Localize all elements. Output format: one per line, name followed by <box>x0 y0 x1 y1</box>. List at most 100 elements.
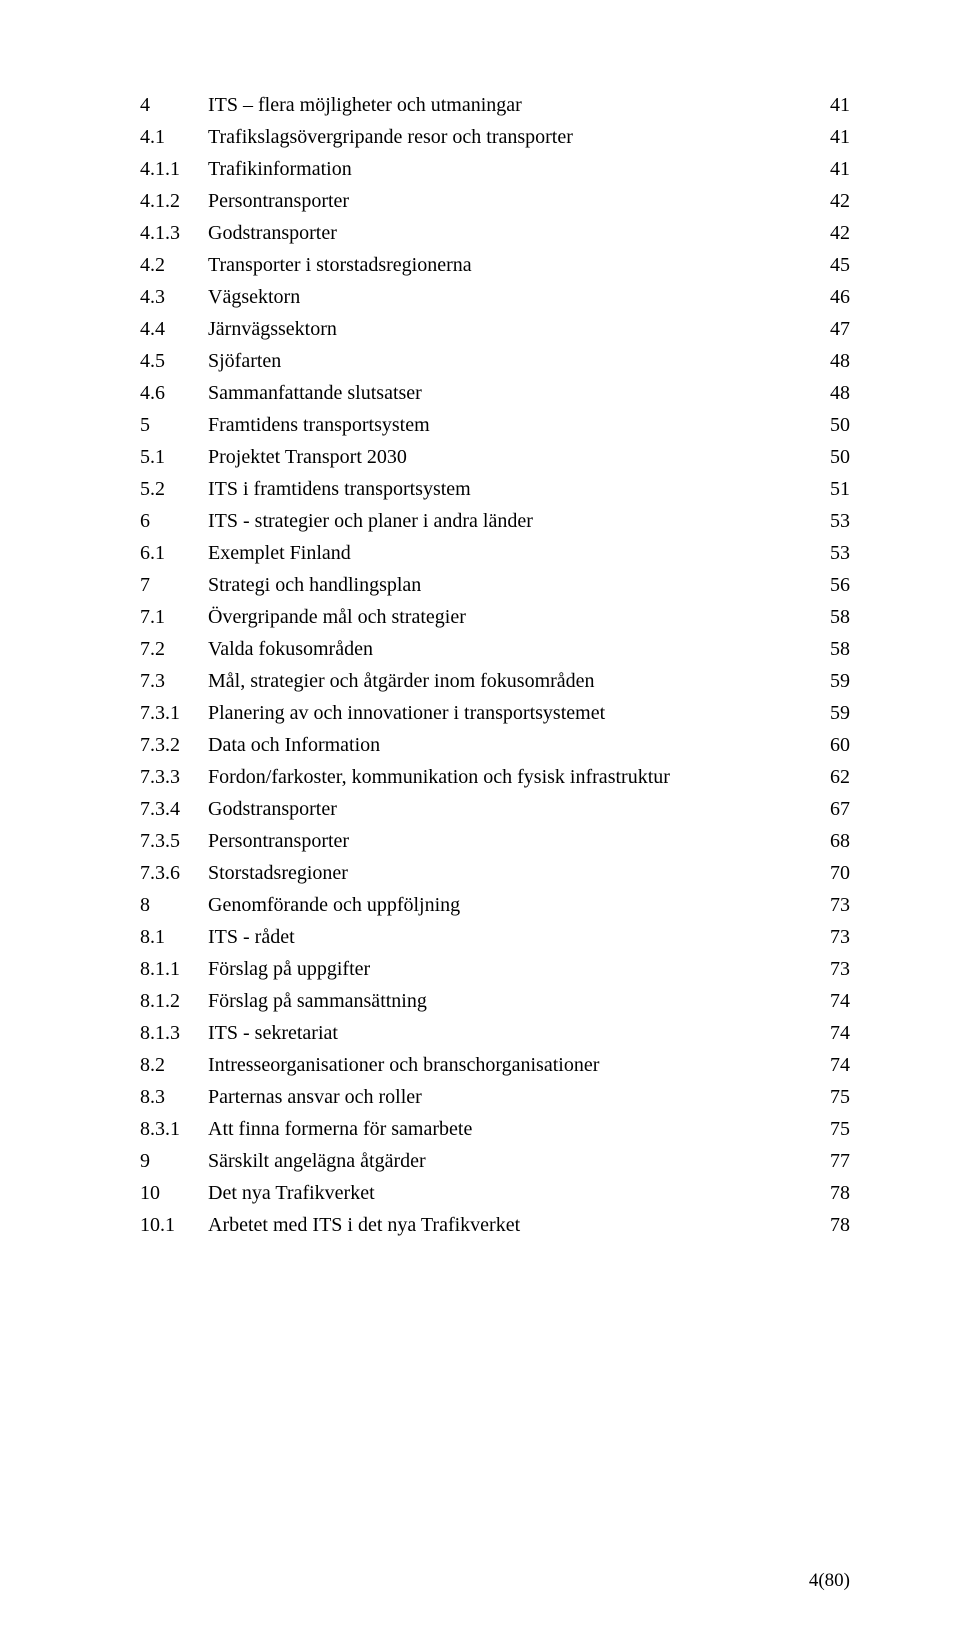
toc-entry: 7.3.3Fordon/farkoster, kommunikation och… <box>140 762 850 793</box>
toc-entry: 5Framtidens transportsystem50 <box>140 410 850 441</box>
toc-entry: 6.1Exemplet Finland53 <box>140 538 850 569</box>
toc-entry-title: Förslag på uppgifter <box>208 954 370 985</box>
toc-entry: 8.1.1Förslag på uppgifter73 <box>140 954 850 985</box>
toc-entry-title: Sjöfarten <box>208 346 281 377</box>
toc-entry-page: 46 <box>830 282 850 313</box>
toc-entry-page: 51 <box>830 474 850 505</box>
toc-entry-page: 70 <box>830 858 850 889</box>
toc-entry-title: ITS i framtidens transportsystem <box>208 474 471 505</box>
toc-entry-title: Parternas ansvar och roller <box>208 1082 422 1113</box>
toc-entry-page: 75 <box>830 1082 850 1113</box>
toc-entry-page: 58 <box>830 602 850 633</box>
toc-entry-title: Genomförande och uppföljning <box>208 890 460 921</box>
toc-entry-title: Godstransporter <box>208 218 337 249</box>
toc-entry: 4.1.1Trafikinformation41 <box>140 154 850 185</box>
toc-entry: 4.1.2Persontransporter42 <box>140 186 850 217</box>
toc-entry-title: Persontransporter <box>208 186 349 217</box>
toc-entry-title: Framtidens transportsystem <box>208 410 430 441</box>
toc-entry: 7.2Valda fokusområden 58 <box>140 634 850 665</box>
toc-entry-number: 4.5 <box>140 346 208 377</box>
toc-entry: 5.1Projektet Transport 2030 50 <box>140 442 850 473</box>
toc-entry-number: 10.1 <box>140 1210 208 1241</box>
toc-entry-number: 6 <box>140 506 208 537</box>
toc-entry-title: Mål, strategier och åtgärder inom fokuso… <box>208 666 595 697</box>
toc-entry: 4.6Sammanfattande slutsatser 48 <box>140 378 850 409</box>
toc-entry-page: 59 <box>830 666 850 697</box>
toc-entry: 7.3.6Storstadsregioner70 <box>140 858 850 889</box>
toc-entry-title: Strategi och handlingsplan <box>208 570 421 601</box>
toc-entry-number: 8 <box>140 890 208 921</box>
toc-entry-number: 4.1.3 <box>140 218 208 249</box>
toc-entry: 7.1Övergripande mål och strategier58 <box>140 602 850 633</box>
toc-entry-number: 7.3.4 <box>140 794 208 825</box>
toc-entry-number: 4.4 <box>140 314 208 345</box>
toc-entry-title: ITS - rådet <box>208 922 295 953</box>
toc-entry-title: ITS - sekretariat <box>208 1018 338 1049</box>
toc-entry: 10Det nya Trafikverket78 <box>140 1178 850 1209</box>
toc-entry-title: Vägsektorn <box>208 282 300 313</box>
toc-entry-number: 4.2 <box>140 250 208 281</box>
toc-entry-number: 8.1.2 <box>140 986 208 1017</box>
toc-entry-title: Planering av och innovationer i transpor… <box>208 698 605 729</box>
toc-entry-number: 8.1 <box>140 922 208 953</box>
toc-entry-title: ITS - strategier och planer i andra länd… <box>208 506 533 537</box>
toc-entry-page: 60 <box>830 730 850 761</box>
toc-entry-number: 8.1.3 <box>140 1018 208 1049</box>
toc-entry-title: Godstransporter <box>208 794 337 825</box>
table-of-contents: 4ITS – flera möjligheter och utmaningar4… <box>140 90 850 1241</box>
toc-entry-page: 56 <box>830 570 850 601</box>
toc-entry-title: ITS – flera möjligheter och utmaningar <box>208 90 522 121</box>
toc-entry-page: 77 <box>830 1146 850 1177</box>
toc-entry-page: 45 <box>830 250 850 281</box>
toc-entry-number: 5.1 <box>140 442 208 473</box>
toc-entry: 5.2ITS i framtidens transportsystem51 <box>140 474 850 505</box>
toc-entry: 4.5Sjöfarten48 <box>140 346 850 377</box>
toc-entry-page: 74 <box>830 1018 850 1049</box>
toc-entry: 8.1.2Förslag på sammansättning 74 <box>140 986 850 1017</box>
toc-entry-page: 42 <box>830 186 850 217</box>
toc-entry-title: Förslag på sammansättning <box>208 986 427 1017</box>
toc-entry-title: Valda fokusområden <box>208 634 373 665</box>
document-page: 4ITS – flera möjligheter och utmaningar4… <box>0 0 960 1652</box>
toc-entry-title: Järnvägssektorn <box>208 314 337 345</box>
toc-entry-number: 7.2 <box>140 634 208 665</box>
toc-entry-title: Data och Information <box>208 730 380 761</box>
toc-entry-title: Intresseorganisationer och branschorgani… <box>208 1050 599 1081</box>
toc-entry-title: Transporter i storstadsregionerna <box>208 250 472 281</box>
toc-entry-title: Persontransporter <box>208 826 349 857</box>
toc-entry-number: 4.3 <box>140 282 208 313</box>
toc-entry-page: 59 <box>830 698 850 729</box>
toc-entry-title: Särskilt angelägna åtgärder <box>208 1146 426 1177</box>
toc-entry: 4.2Transporter i storstadsregionerna 45 <box>140 250 850 281</box>
toc-entry: 6ITS - strategier och planer i andra län… <box>140 506 850 537</box>
toc-entry-page: 58 <box>830 634 850 665</box>
toc-entry-number: 7 <box>140 570 208 601</box>
toc-entry-page: 74 <box>830 986 850 1017</box>
toc-entry: 4ITS – flera möjligheter och utmaningar4… <box>140 90 850 121</box>
toc-entry-page: 47 <box>830 314 850 345</box>
toc-entry-page: 50 <box>830 442 850 473</box>
toc-entry-title: Projektet Transport 2030 <box>208 442 407 473</box>
toc-entry-number: 7.3.6 <box>140 858 208 889</box>
toc-entry-number: 7.3.2 <box>140 730 208 761</box>
toc-entry-number: 4.1 <box>140 122 208 153</box>
toc-entry-page: 48 <box>830 378 850 409</box>
toc-entry: 8.1ITS - rådet 73 <box>140 922 850 953</box>
toc-entry-page: 73 <box>830 922 850 953</box>
toc-entry-page: 41 <box>830 90 850 121</box>
toc-entry-page: 41 <box>830 154 850 185</box>
toc-entry-page: 73 <box>830 954 850 985</box>
toc-entry-number: 7.3.5 <box>140 826 208 857</box>
toc-entry-title: Exemplet Finland <box>208 538 351 569</box>
toc-entry: 7.3.1Planering av och innovationer i tra… <box>140 698 850 729</box>
toc-entry-title: Övergripande mål och strategier <box>208 602 466 633</box>
toc-entry-title: Arbetet med ITS i det nya Trafikverket <box>208 1210 520 1241</box>
toc-entry: 8.1.3ITS - sekretariat 74 <box>140 1018 850 1049</box>
toc-entry-number: 8.3.1 <box>140 1114 208 1145</box>
toc-entry: 4.1Trafikslagsövergripande resor och tra… <box>140 122 850 153</box>
toc-entry: 7.3Mål, strategier och åtgärder inom fok… <box>140 666 850 697</box>
toc-entry: 8.3.1Att finna formerna för samarbete75 <box>140 1114 850 1145</box>
toc-entry-title: Sammanfattande slutsatser <box>208 378 422 409</box>
toc-entry-page: 53 <box>830 506 850 537</box>
toc-entry-number: 4.6 <box>140 378 208 409</box>
